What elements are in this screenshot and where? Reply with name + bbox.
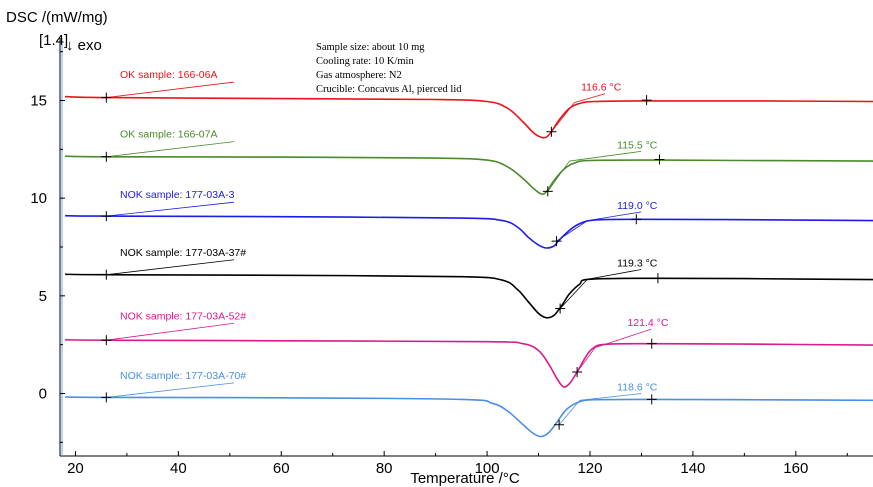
onset-tangent: [547, 160, 570, 192]
info-line-cooling-rate: Cooling rate: 10 K/min: [316, 56, 414, 67]
onset-tangent: [556, 220, 588, 242]
series-line: [65, 339, 873, 388]
onset-tangent: [558, 400, 581, 426]
series-1: OK sample: 166-06A 116.6 °C: [65, 69, 873, 139]
series-3: NOK sample: 177-03A-3 119.0 °C: [65, 189, 873, 249]
series-name-label: NOK sample: 177-03A-70#: [120, 370, 246, 382]
series-name-leader: [106, 141, 235, 158]
onset-temperature-label: 119.0 °C: [617, 200, 658, 212]
info-line-sample-size: Sample size: about 10 mg: [316, 42, 425, 53]
x-tick-label: 120: [577, 460, 602, 477]
series-line: [65, 214, 873, 249]
y-tick-label: 10: [30, 190, 47, 207]
x-tick-label: 80: [376, 460, 393, 477]
series-name-leader: [106, 259, 235, 276]
onset-temperature-label: 118.6 °C: [617, 382, 658, 394]
onset-leader: [587, 269, 642, 280]
onset-temperature-label: 121.4 °C: [627, 317, 668, 329]
series-line: [65, 273, 873, 319]
onset-leader: [574, 93, 606, 103]
series-name-label: OK sample: 166-06A: [120, 69, 217, 81]
series-2: OK sample: 166-07A 115.5 °C: [65, 129, 873, 197]
series-name-leader: [106, 322, 235, 341]
onset-temperature-label: 116.6 °C: [581, 82, 622, 94]
onset-temperature-label: 119.3 °C: [617, 258, 658, 270]
y-tick-label: 5: [39, 288, 47, 305]
y-axis-unit-scale: [1.4]: [39, 32, 68, 49]
onset-leader: [579, 393, 642, 401]
y-axis-title: DSC /(mW/mg): [6, 9, 108, 26]
series-line: [65, 396, 873, 438]
exo-direction-label: ↓ exo: [66, 37, 102, 54]
x-tick-label: 20: [67, 460, 84, 477]
x-axis-title: Temperature /°C: [410, 470, 520, 487]
onset-leader: [595, 328, 652, 348]
y-tick-label: 15: [30, 93, 47, 110]
onset-tangent: [551, 102, 575, 133]
onset-leader: [569, 150, 642, 162]
x-tick-label: 160: [783, 460, 808, 477]
axes: 20 40 60 80 100 120 140 160 0 5 10 15: [30, 38, 873, 477]
series-name-label: OK sample: 166-07A: [120, 129, 217, 141]
series-5: NOK sample: 177-03A-52# 121.4 °C: [65, 310, 873, 388]
series-name-label: NOK sample: 177-03A-3: [120, 189, 235, 201]
series-name-leader: [106, 81, 235, 98]
info-line-gas-atmosphere: Gas atmosphere: N2: [316, 70, 402, 81]
onset-leader: [587, 211, 642, 222]
series-name-label: NOK sample: 177-03A-52#: [120, 310, 246, 322]
x-tick-label: 40: [170, 460, 187, 477]
onset-temperature-label: 115.5 °C: [617, 139, 658, 151]
series-line: [65, 95, 873, 139]
x-tick-label: 60: [273, 460, 290, 477]
onset-tangent: [559, 278, 588, 309]
series-name-leader: [106, 201, 235, 217]
series-name-leader: [106, 382, 235, 398]
x-tick-label: 100: [475, 460, 500, 477]
info-line-crucible: Crucible: Concavus Al, pierced lid: [316, 84, 462, 95]
series-name-label: NOK sample: 177-03A-37#: [120, 247, 246, 259]
y-tick-label: 0: [39, 385, 47, 402]
series-line: [65, 155, 873, 195]
measurement-info: Sample size: about 10 mg Cooling rate: 1…: [316, 42, 462, 95]
series-6: NOK sample: 177-03A-70# 118.6 °C: [65, 370, 873, 438]
x-tick-label: 140: [680, 460, 705, 477]
series-4: NOK sample: 177-03A-37# 119.3 °C: [65, 247, 873, 319]
onset-tangent: [576, 347, 596, 373]
